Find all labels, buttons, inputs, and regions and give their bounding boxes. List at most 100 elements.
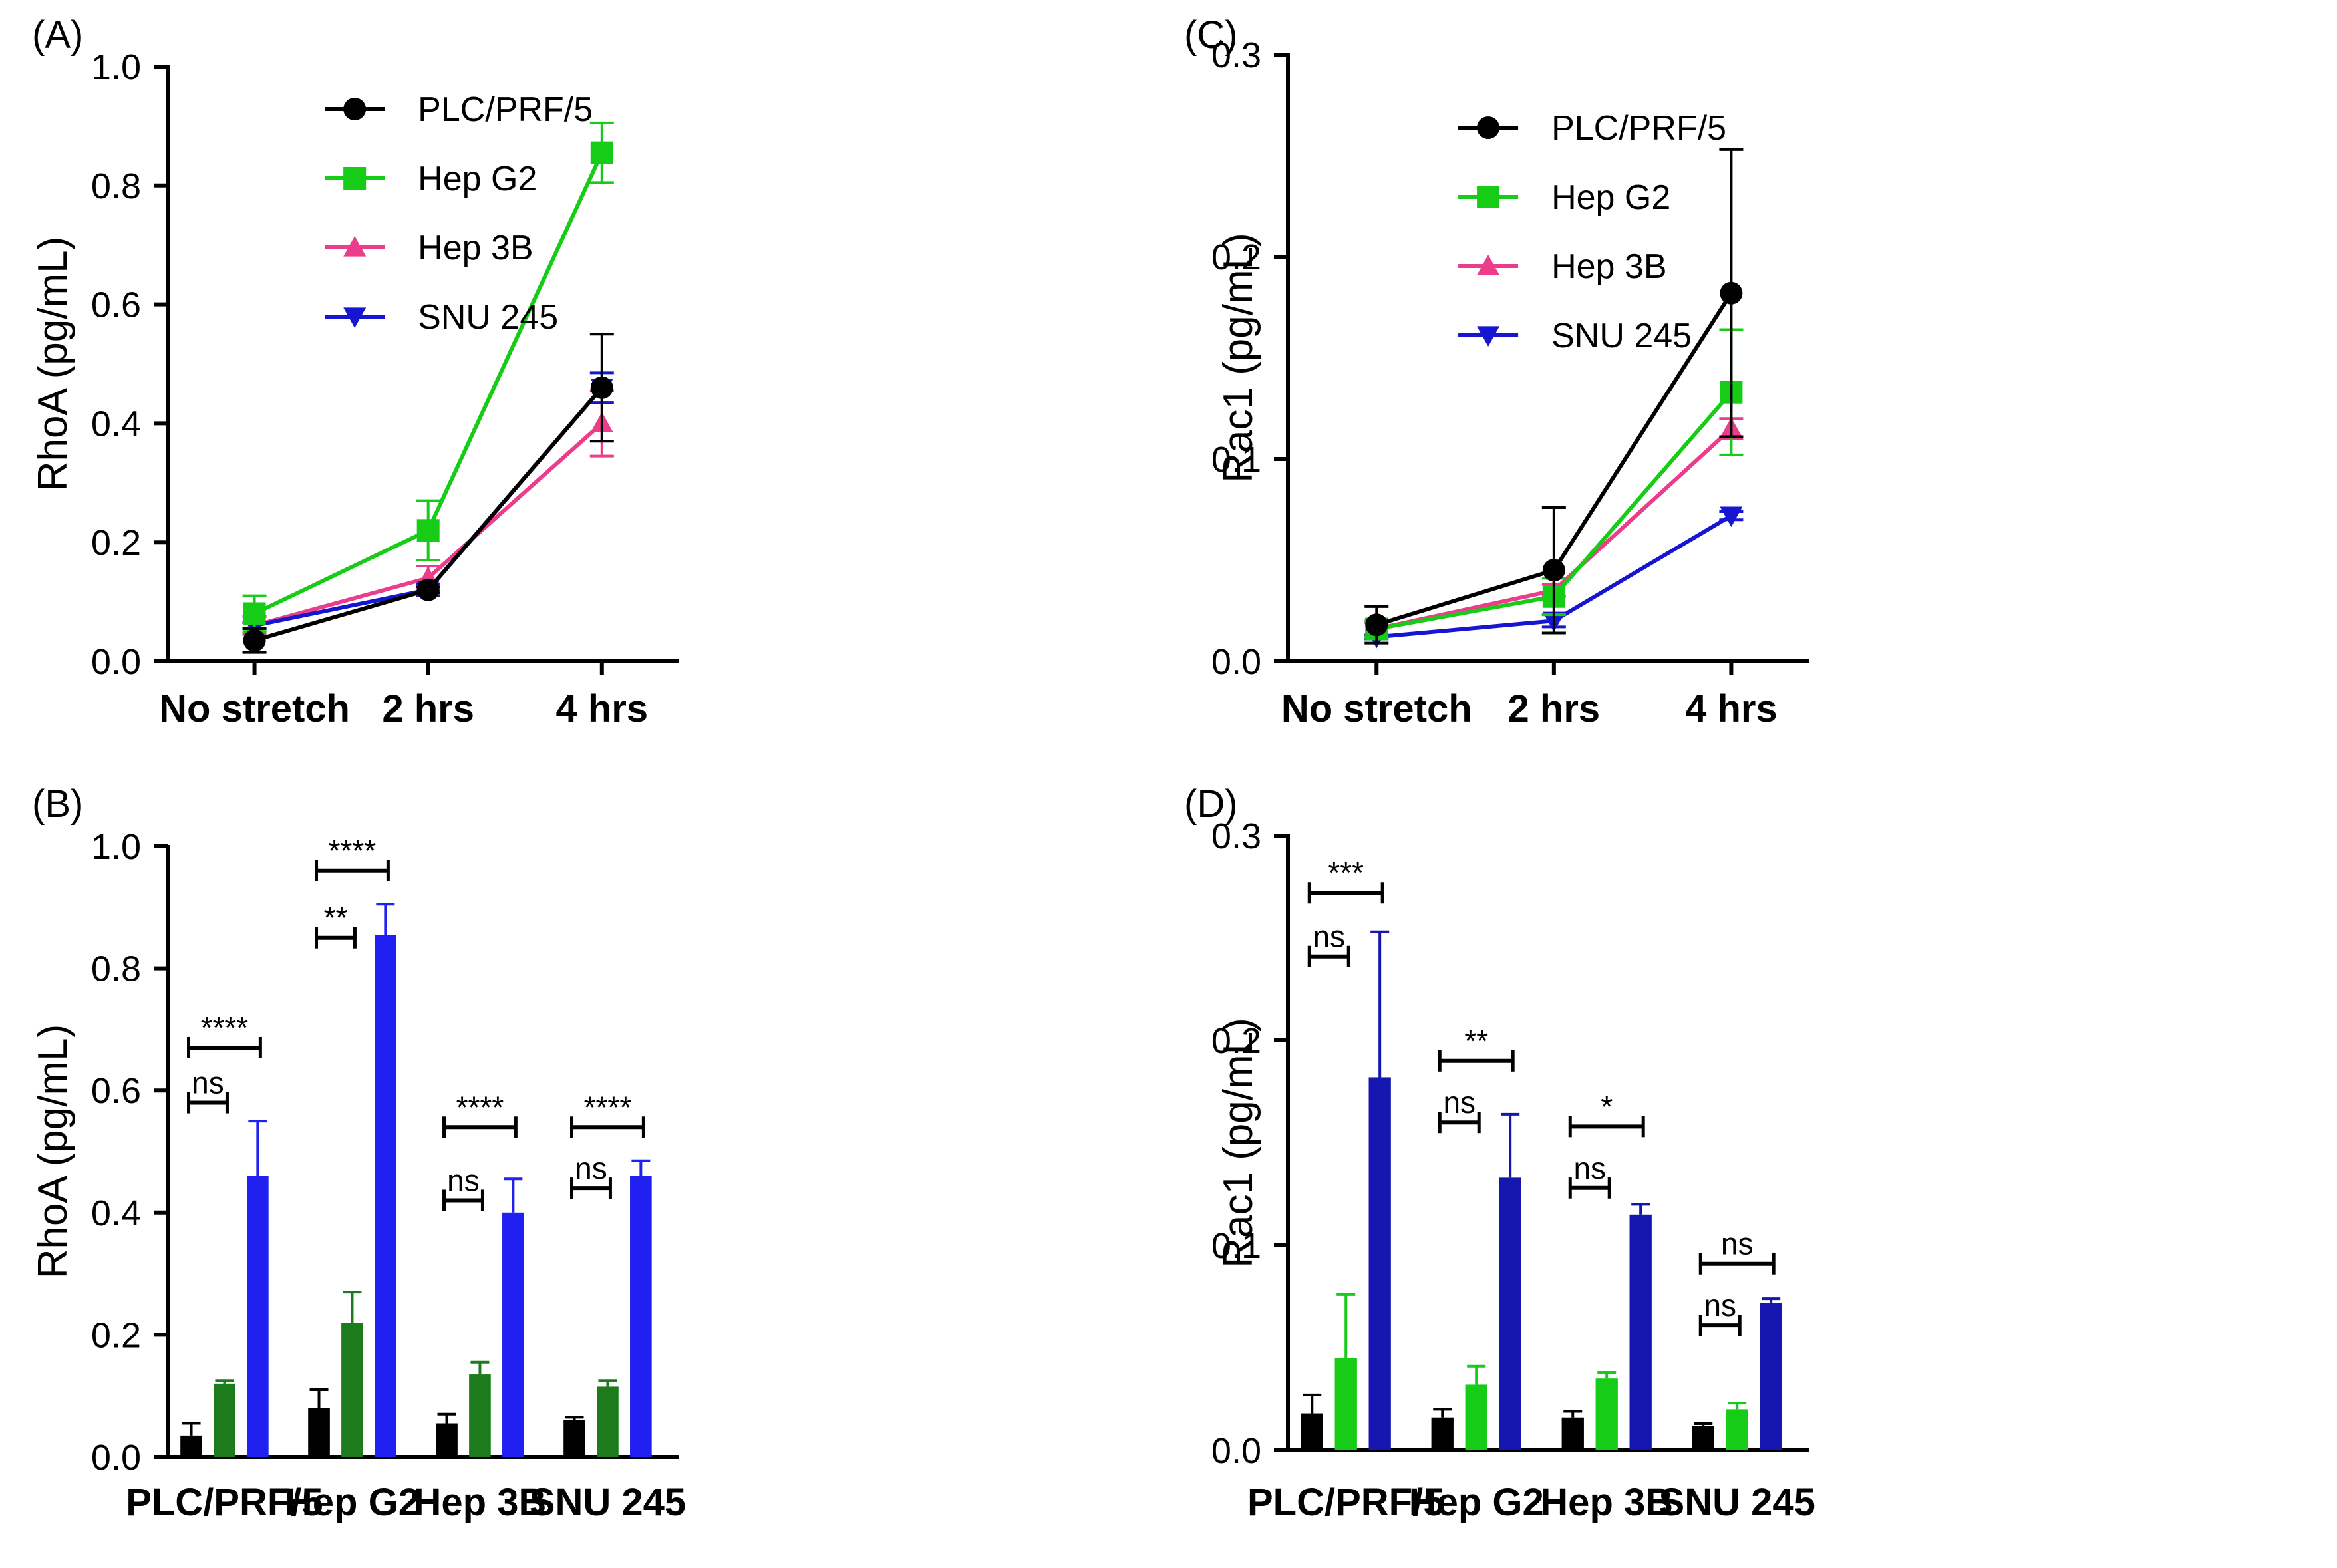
significance-bracket: ** — [1438, 1024, 1515, 1072]
legend: PLC/PRF/5 Hep G2 Hep 3B SNU 245 — [325, 90, 593, 337]
marker-square — [243, 602, 266, 625]
significance-bracket: * — [1568, 1089, 1645, 1138]
bar — [1726, 1409, 1748, 1450]
significance-bracket: ns — [1307, 919, 1350, 967]
y-tick-label: 0.3 — [1211, 35, 1261, 75]
y-tick-label: 0.3 — [1211, 816, 1261, 856]
bar — [1465, 1384, 1487, 1450]
significance-bracket: *** — [1307, 856, 1384, 904]
marker-circle — [1720, 281, 1743, 305]
y-tick-label: 0.0 — [91, 1438, 141, 1478]
marker-triangle-down — [1720, 506, 1743, 528]
y-tick-label: 0.8 — [91, 949, 141, 989]
significance-bracket: ns — [1698, 1288, 1742, 1336]
panel-c-rac1-line-chart: 0.0 0.1 0.2 0.3(C) Rac1 (pg/mL) No stretch 2 h… — [1184, 13, 1809, 730]
marker-circle — [343, 98, 367, 120]
legend-entry: PLC/PRF/5 — [418, 90, 593, 129]
bar — [436, 1423, 458, 1457]
x-category-label: 2 hrs — [382, 687, 474, 730]
significance-label: ns — [1443, 1085, 1476, 1120]
y-tick-label: 0.1 — [1211, 440, 1261, 480]
bar — [1499, 1177, 1521, 1450]
panel-label: (C) — [1184, 13, 1238, 57]
bar-group-plc-prf-5: ns **** — [180, 1011, 269, 1457]
marker-square — [343, 167, 367, 190]
x-category-label: Hep 3B — [414, 1481, 547, 1524]
marker-triangle-up — [343, 236, 367, 257]
bar-group-snu-245: ns ns — [1692, 1227, 1782, 1450]
y-axis-title: Rac1 (pg/mL) — [1215, 233, 1261, 483]
y-tick-label: 0.1 — [1211, 1226, 1261, 1266]
significance-label: ns — [1313, 919, 1345, 954]
significance-label: ns — [447, 1163, 480, 1197]
bar-group-snu-245: ns **** — [563, 1090, 652, 1457]
bar — [1561, 1417, 1584, 1450]
legend-entry: Hep G2 — [418, 160, 537, 198]
y-tick-label: 0.0 — [1211, 642, 1261, 682]
bar — [247, 1176, 269, 1457]
significance-bracket: ns — [570, 1151, 612, 1199]
bar-group-hep-g2: ns ** — [1431, 1024, 1521, 1450]
bar — [502, 1212, 524, 1457]
bar — [563, 1420, 585, 1457]
y-tick-label: 0.2 — [91, 523, 141, 563]
significance-label: ns — [1704, 1288, 1736, 1323]
marker-circle — [243, 629, 266, 652]
significance-bracket: **** — [315, 834, 390, 881]
legend-entry: Hep 3B — [1551, 247, 1666, 286]
significance-label: ns — [1573, 1151, 1606, 1185]
bar — [1760, 1303, 1782, 1450]
significance-label: ns — [575, 1151, 607, 1185]
x-category-label: No stretch — [159, 687, 350, 730]
marker-triangle-down — [1477, 326, 1500, 347]
marker-circle — [1542, 559, 1565, 582]
bar — [1334, 1358, 1357, 1450]
panel-b-rhoa-bar-chart: 0.0 0.2 0.4 0.6 0.8 1.0(B) RhoA (pg/mL) ns **** P… — [30, 782, 686, 1524]
bar — [375, 935, 396, 1457]
y-tick-label: 0.2 — [91, 1315, 141, 1355]
significance-label: **** — [584, 1090, 632, 1124]
legend-entry: PLC/PRF/5 — [1551, 109, 1726, 148]
bar — [1629, 1214, 1652, 1450]
bar-group-hep-3b: ns * — [1561, 1089, 1652, 1450]
bar — [630, 1176, 652, 1457]
bar — [1692, 1426, 1714, 1450]
y-axis-title: Rac1 (pg/mL) — [1215, 1018, 1261, 1268]
bar — [308, 1408, 330, 1457]
series-plc-prf-5 — [1364, 148, 1744, 645]
legend: PLC/PRF/5 Hep G2 Hep 3B SNU 245 — [1458, 109, 1726, 355]
y-tick-label: 0.6 — [91, 285, 141, 325]
y-tick-label: 1.0 — [91, 47, 141, 87]
panel-label: (D) — [1184, 782, 1238, 826]
x-category-label: SNU 245 — [530, 1481, 686, 1524]
x-category-label: Hep G2 — [285, 1481, 420, 1524]
significance-label: **** — [456, 1090, 504, 1124]
significance-bracket: ns — [187, 1066, 229, 1114]
y-tick-label: 0.0 — [1211, 1431, 1261, 1471]
bar — [597, 1386, 619, 1457]
significance-label: **** — [329, 834, 377, 868]
panel-a-rhoa-line-chart: 0.0 0.2 0.4 0.6 0.8 1.0(A) RhoA (pg/mL) No stre… — [30, 13, 679, 730]
bar-group-hep-g2: ****** — [308, 834, 396, 1457]
significance-label: ns — [192, 1066, 224, 1100]
y-tick-label: 0.4 — [91, 1193, 141, 1233]
significance-bracket: **** — [187, 1011, 262, 1058]
bar-group-hep-3b: ns **** — [436, 1090, 524, 1457]
legend-entry: Hep G2 — [1551, 178, 1670, 217]
marker-circle — [1365, 613, 1388, 637]
significance-bracket: ns — [1568, 1151, 1611, 1199]
bar — [1431, 1417, 1454, 1450]
y-tick-label: 0.2 — [1211, 237, 1261, 277]
bar — [1301, 1413, 1323, 1450]
x-category-label: Hep 3B — [1540, 1481, 1673, 1524]
y-axis-title: RhoA (pg/mL) — [30, 1024, 76, 1279]
bar — [1368, 1077, 1391, 1450]
marker-circle — [1477, 116, 1500, 139]
y-tick-label: 0.4 — [91, 404, 141, 444]
series-plc-prf-5 — [242, 333, 614, 654]
significance-bracket: ns — [1438, 1085, 1481, 1134]
panel-label: (B) — [32, 782, 83, 826]
significance-label: * — [1601, 1089, 1613, 1124]
significance-bracket: **** — [570, 1090, 645, 1138]
series-hep-g2 — [242, 121, 614, 633]
